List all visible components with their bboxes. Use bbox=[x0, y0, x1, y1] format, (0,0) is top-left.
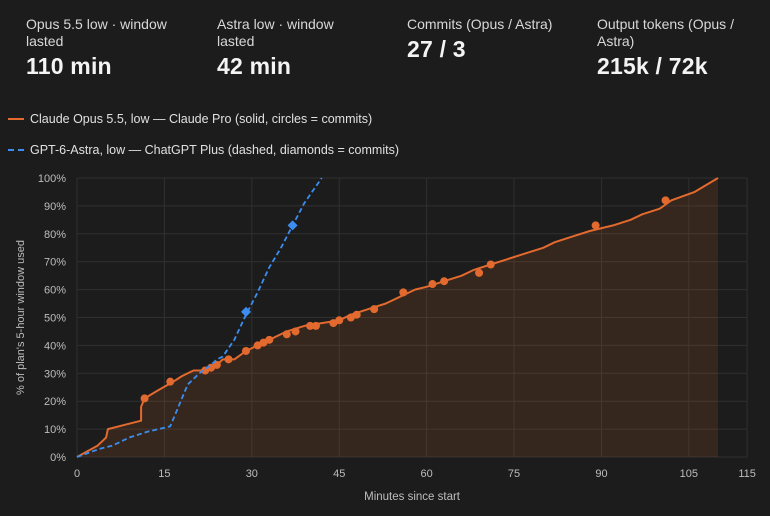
x-tick-label: 75 bbox=[508, 468, 520, 480]
opus-commit-marker[interactable] bbox=[241, 346, 250, 355]
opus-commit-marker[interactable] bbox=[291, 327, 300, 336]
y-tick-label: 90% bbox=[44, 201, 66, 213]
stat-value: 42 min bbox=[217, 53, 292, 79]
stat-opus-window: Opus 5.5 low · window lasted 110 min bbox=[26, 16, 196, 80]
y-tick-label: 80% bbox=[44, 229, 66, 241]
opus-commit-marker[interactable] bbox=[486, 260, 495, 269]
legend-swatch-dashed bbox=[8, 149, 24, 151]
x-tick-label: 45 bbox=[333, 468, 345, 480]
opus-commit-marker[interactable] bbox=[306, 321, 315, 330]
stat-label: Commits (Opus / Astra) bbox=[407, 16, 553, 32]
opus-commit-marker[interactable] bbox=[440, 277, 449, 286]
legend-item-opus[interactable]: Claude Opus 5.5, low — Claude Pro (solid… bbox=[8, 112, 372, 126]
opus-commit-marker[interactable] bbox=[399, 288, 408, 297]
stat-value: 215k / 72k bbox=[597, 53, 708, 79]
opus-commit-marker[interactable] bbox=[591, 221, 600, 230]
opus-commit-marker[interactable] bbox=[370, 305, 379, 314]
x-tick-label: 60 bbox=[421, 468, 433, 480]
astra-commit-marker[interactable] bbox=[287, 220, 298, 231]
y-tick-label: 0% bbox=[50, 452, 66, 464]
y-tick-label: 60% bbox=[44, 285, 66, 297]
x-tick-label: 90 bbox=[595, 468, 607, 480]
stat-label: Opus 5.5 low · window lasted bbox=[26, 16, 167, 49]
legend-swatch-solid bbox=[8, 118, 24, 120]
x-axis-title: Minutes since start bbox=[364, 491, 461, 503]
opus-commit-marker[interactable] bbox=[475, 268, 484, 277]
x-tick-label: 115 bbox=[738, 468, 756, 480]
x-tick-label: 15 bbox=[158, 468, 170, 480]
opus-commit-marker[interactable] bbox=[311, 321, 320, 330]
stats-row: Opus 5.5 low · window lasted 110 min Ast… bbox=[0, 0, 770, 90]
y-tick-label: 40% bbox=[44, 340, 66, 352]
y-tick-label: 50% bbox=[44, 313, 66, 325]
y-axis-title: % of plan's 5-hour window used bbox=[15, 240, 27, 395]
y-tick-label: 20% bbox=[44, 396, 66, 408]
stat-label: Astra low · window lasted bbox=[217, 16, 334, 49]
opus-commit-marker[interactable] bbox=[265, 335, 274, 344]
y-tick-label: 100% bbox=[38, 173, 66, 185]
legend-label: Claude Opus 5.5, low — Claude Pro (solid… bbox=[30, 112, 373, 126]
opus-commit-marker[interactable] bbox=[166, 377, 175, 386]
opus-commit-marker[interactable] bbox=[140, 394, 149, 403]
stat-value: 110 min bbox=[26, 53, 112, 79]
opus-area bbox=[77, 178, 718, 457]
astra-commit-marker[interactable] bbox=[240, 306, 251, 317]
legend-label: GPT-6-Astra, low — ChatGPT Plus (dashed,… bbox=[30, 143, 399, 157]
stat-commits: Commits (Opus / Astra) 27 / 3 bbox=[407, 16, 587, 63]
y-tick-label: 70% bbox=[44, 257, 66, 269]
stat-astra-window: Astra low · window lasted 42 min bbox=[217, 16, 367, 80]
astra-line bbox=[76, 177, 323, 458]
opus-commit-marker[interactable] bbox=[661, 196, 670, 205]
stat-value: 27 / 3 bbox=[407, 36, 466, 62]
opus-commit-marker[interactable] bbox=[212, 360, 221, 369]
opus-commit-marker[interactable] bbox=[282, 330, 291, 339]
legend-item-astra[interactable]: GPT-6-Astra, low — ChatGPT Plus (dashed,… bbox=[8, 143, 399, 157]
opus-commit-marker[interactable] bbox=[224, 355, 233, 364]
x-tick-label: 105 bbox=[680, 468, 698, 480]
opus-commit-marker[interactable] bbox=[352, 310, 361, 319]
y-tick-label: 30% bbox=[44, 368, 66, 380]
stat-output-tokens: Output tokens (Opus / Astra) 215k / 72k bbox=[597, 16, 757, 80]
opus-commit-marker[interactable] bbox=[428, 280, 437, 289]
x-tick-label: 0 bbox=[74, 468, 80, 480]
opus-commit-marker[interactable] bbox=[335, 316, 344, 325]
usage-chart: 0% 10% 20% 30% 40% 50% 60% 70% 80% 90% 100% 0 15 30 45… bbox=[15, 173, 756, 503]
stat-label: Output tokens (Opus / Astra) bbox=[597, 16, 734, 49]
x-tick-label: 30 bbox=[246, 468, 258, 480]
y-tick-label: 10% bbox=[44, 424, 66, 436]
